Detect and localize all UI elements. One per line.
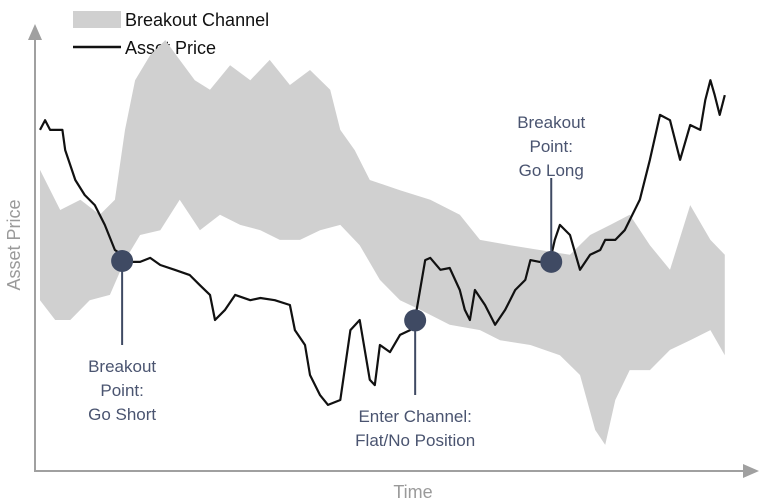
breakout-channel-band xyxy=(40,40,725,445)
annotation-label: Enter Channel: xyxy=(358,407,471,426)
legend-swatch-channel xyxy=(73,11,121,28)
annotation-label: Go Short xyxy=(88,405,156,424)
axes: Asset Price Time xyxy=(4,24,759,500)
annotation-label: Go Long xyxy=(519,161,584,180)
x-axis-label: Time xyxy=(393,482,432,500)
annotation-label: Point: xyxy=(529,137,572,156)
legend-label-channel: Breakout Channel xyxy=(125,10,269,30)
event-marker xyxy=(111,250,134,272)
annotation-label: Breakout xyxy=(517,113,585,132)
event-marker xyxy=(540,250,563,273)
y-axis-label: Asset Price xyxy=(4,199,24,290)
y-axis-arrow-icon xyxy=(28,24,42,40)
x-axis-arrow-icon xyxy=(743,464,759,478)
event-marker xyxy=(404,309,427,332)
annotation-label: Breakout xyxy=(88,357,156,376)
annotation-label: Flat/No Position xyxy=(355,431,475,450)
annotations: Breakout Point: Go Short Enter Channel: Flat… xyxy=(88,113,585,450)
annotation-label: Point: xyxy=(100,381,143,400)
